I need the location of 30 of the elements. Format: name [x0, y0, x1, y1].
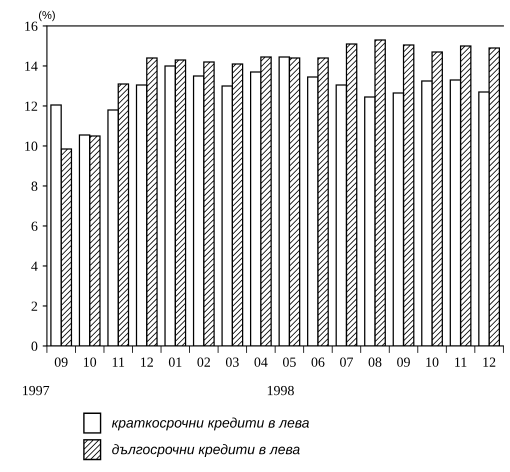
x-tick-label: 05 — [282, 357, 296, 367]
x-tick-label: 11 — [455, 358, 466, 367]
x-tick-label: 12 — [141, 358, 153, 367]
y-tick-label: 12 — [25, 102, 38, 111]
text: 1998 — [268, 386, 294, 396]
legend-label: краткосрочни кредити в лева — [112, 417, 309, 430]
y-tick-label: 14 — [25, 62, 38, 71]
x-tick-label: 09 — [397, 357, 410, 367]
x-tick-label: 12 — [483, 358, 496, 367]
y-tick-label: 10 — [25, 142, 38, 151]
y-tick-label: 8 — [31, 182, 38, 191]
y-axis-title: (%) — [38, 10, 55, 22]
legend-label: дългосрочни кредити в лева — [112, 444, 300, 458]
x-tick-label: 07 — [340, 357, 354, 367]
x-tick-label: 04 — [254, 357, 268, 367]
x-tick-label: 01 — [168, 357, 182, 367]
x-tick-label: 09 — [54, 357, 68, 367]
x-tick-label: 11 — [112, 358, 124, 367]
x-tick-label: 02 — [197, 357, 210, 367]
x-tick-label: 08 — [368, 357, 382, 367]
x-tick-label: 03 — [226, 357, 239, 367]
y-tick-label: 6 — [32, 222, 38, 231]
y-tick-label: 0 — [31, 342, 38, 351]
y-tick-label: 4 — [31, 262, 38, 271]
x-tick-label: 10 — [426, 357, 438, 367]
text: 1997 — [23, 386, 50, 396]
y-tick-label: 2 — [32, 302, 38, 311]
x-tick-label: 06 — [312, 357, 324, 367]
x-tick-label: 10 — [84, 357, 96, 367]
y-tick-label: 16 — [25, 22, 38, 31]
